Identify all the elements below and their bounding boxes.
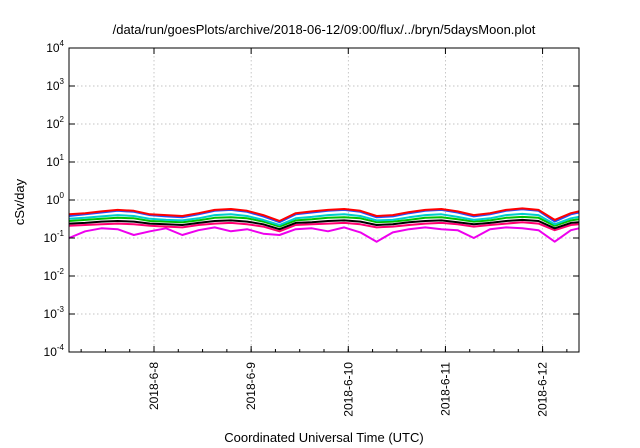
series-group [68,207,580,243]
x-tick-label: 2018-6-8 [147,362,161,410]
y-tick-label: 101 [46,153,64,169]
y-tick-label: 10-4 [44,343,65,359]
series-line [68,215,580,228]
series-line [68,212,580,226]
series-line [68,207,580,222]
x-axis-label: Coordinated Universal Time (UTC) [224,430,423,445]
y-axis-label: cSv/day [12,178,27,225]
y-tick-label: 100 [46,191,64,207]
series-line [68,226,580,243]
x-tick-label: 2018-6-11 [438,362,452,416]
x-tick-label: 2018-6-12 [536,362,550,417]
y-tick-label: 10-1 [44,229,65,245]
y-tick-label: 104 [46,39,64,55]
grid [69,48,579,352]
y-tick-label: 10-2 [44,267,65,283]
x-tick-label: 2018-6-10 [341,362,355,417]
y-tick-label: 10-3 [44,305,65,321]
y-axis-ticks: 104 103 102 101 100 10-1 10-2 10-3 10-4 [44,39,579,359]
chart-title: /data/run/goesPlots/archive/2018-06-12/0… [113,22,536,37]
y-tick-label: 102 [46,115,64,131]
y-tick-label: 103 [46,77,64,93]
series-line [68,221,580,233]
series-line [68,218,580,231]
x-tick-label: 2018-6-9 [244,362,258,410]
x-axis-ticks: 2018-6-8 2018-6-9 2018-6-10 2018-6-11 2018-6… [80,48,568,417]
